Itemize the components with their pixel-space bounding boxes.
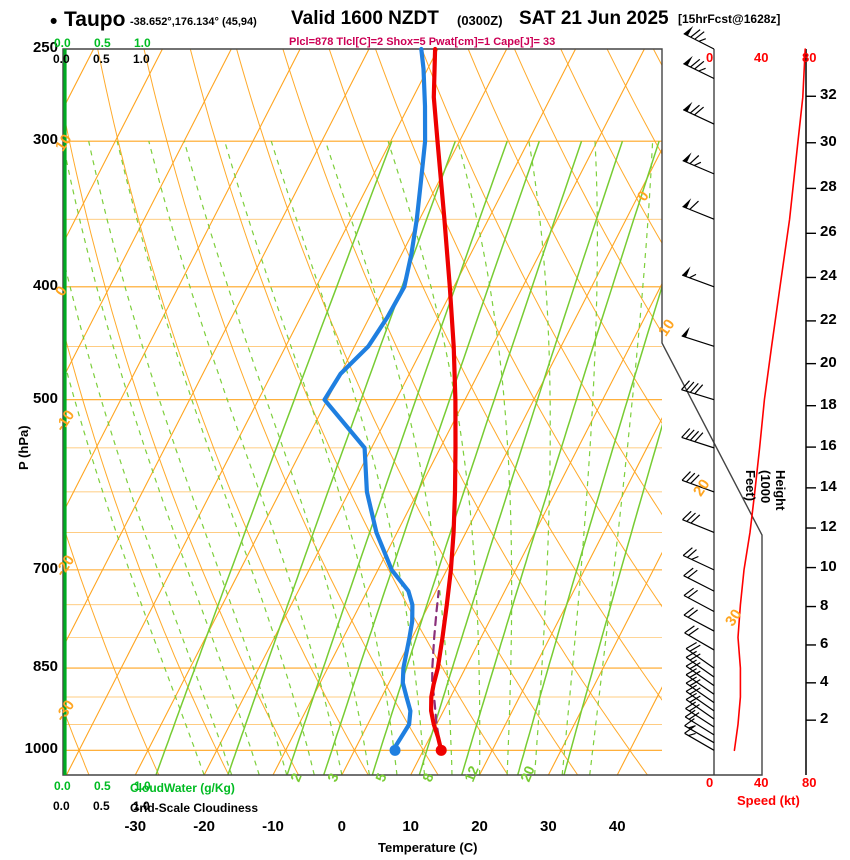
pressure-tick-1000: 1000: [24, 740, 58, 758]
cloudiness-tick-bottom-1: 0.5: [93, 799, 110, 813]
temperature-tick-40: 40: [608, 818, 626, 835]
cloudiness-tick-bottom-0: 0.0: [53, 799, 70, 813]
valid-time: Valid 1600 NZDT: [291, 8, 439, 29]
temperature-tick-0: 0: [337, 818, 347, 835]
height-tick-22: 22: [820, 310, 837, 328]
pressure-tick-300: 300: [32, 131, 58, 149]
height-tick-20: 20: [820, 353, 837, 371]
valid-date: SAT 21 Jun 2025: [519, 8, 669, 29]
cloudiness-legend-label: Grid-Scale Cloudiness: [130, 801, 259, 815]
mixing-ratio-label-12: 12: [461, 763, 482, 784]
height-tick-4: 4: [820, 672, 829, 690]
height-axis-title: Height (1000 Feet): [743, 470, 788, 511]
height-tick-16: 16: [820, 437, 837, 455]
cloudiness-tick-bottom-2: 1.0: [133, 799, 150, 813]
isotherm-label-right-20: 20: [690, 476, 714, 500]
height-tick-26: 26: [820, 223, 837, 241]
temperature-tick--10: -10: [262, 818, 284, 835]
mixing-ratio-label-20: 20: [516, 763, 538, 784]
station-coords: -38.652°,176.134° (45,94): [130, 16, 257, 28]
isotherm-label-left--30: -30: [52, 697, 79, 725]
cloudwater-tick-bottom-2: 1.0: [134, 779, 151, 793]
pressure-tick-700: 700: [32, 559, 58, 577]
temperature-tick--30: -30: [124, 818, 147, 835]
cloudiness-tick-top-1: 0.5: [93, 52, 110, 66]
cloudwater-tick-top-0: 0.0: [54, 36, 71, 50]
speed-tick-top-80: 80: [802, 50, 817, 65]
pressure-tick-400: 400: [32, 276, 58, 294]
cloudwater-legend-label: CloudWater (g/Kg): [130, 781, 235, 795]
height-tick-30: 30: [820, 132, 837, 150]
speed-tick-top-40: 40: [754, 50, 769, 65]
isotherm-label-right-10: 10: [655, 316, 679, 340]
isotherm-label-right-30: 30: [722, 606, 746, 630]
cloudwater-tick-bottom-1: 0.5: [94, 779, 111, 793]
speed-tick-bottom-80: 80: [802, 775, 817, 790]
mixing-ratio-label-3: 3: [323, 770, 342, 784]
speed-tick-top-0: 0: [706, 50, 714, 65]
temperature-tick-20: 20: [471, 818, 488, 835]
valid-utc: (0300Z): [457, 13, 503, 28]
speed-tick-bottom-40: 40: [754, 775, 769, 790]
pressure-tick-500: 500: [32, 389, 58, 407]
mixing-ratio-label-5: 5: [372, 770, 390, 784]
speed-tick-bottom-0: 0: [706, 775, 714, 790]
isotherm-label-left--10: -10: [52, 407, 79, 435]
pressure-axis-title: P (hPa): [16, 425, 31, 470]
mixing-ratio-label-2: 2: [287, 770, 306, 784]
height-tick-14: 14: [820, 477, 837, 495]
header: • Taupo -38.652°,176.134° (45,94) Valid …: [0, 8, 850, 38]
pressure-tick-250: 250: [32, 39, 58, 56]
height-tick-24: 24: [820, 267, 837, 285]
height-tick-8: 8: [820, 596, 829, 614]
station-marker: •: [50, 10, 58, 33]
height-tick-2: 2: [820, 710, 829, 728]
cloudwater-tick-top-1: 0.5: [94, 36, 111, 50]
height-tick-18: 18: [820, 395, 837, 413]
isotherm-label-left-0: 0: [52, 283, 71, 300]
height-tick-28: 28: [820, 178, 837, 196]
pressure-tick-850: 850: [32, 658, 58, 676]
cloudiness-tick-top-2: 1.0: [133, 52, 150, 66]
forecast-stamp: [15hrFcst@1628z]: [678, 12, 781, 26]
height-tick-32: 32: [820, 86, 837, 104]
stability-indices: Plcl=878 Tlcl[C]=2 Shox=5 Pwat[cm]=1 Cap…: [289, 36, 556, 48]
cloudwater-tick-top-2: 1.0: [134, 36, 151, 50]
temperature-tick-30: 30: [540, 818, 557, 835]
mixing-ratio-label-8: 8: [418, 770, 437, 784]
speed-axis-title: Speed (kt): [737, 793, 800, 808]
height-tick-12: 12: [820, 518, 837, 536]
cloudiness-tick-top-0: 0.0: [53, 52, 70, 66]
temperature-tick--20: -20: [193, 818, 215, 835]
height-tick-10: 10: [820, 557, 837, 575]
station-name: Taupo: [64, 8, 126, 31]
temperature-axis-title: Temperature (C): [378, 840, 478, 855]
height-tick-6: 6: [820, 634, 829, 652]
isotherm-label-right-0: 0: [634, 188, 653, 205]
temperature-tick-10: 10: [402, 818, 420, 835]
cloudwater-tick-bottom-0: 0.0: [54, 779, 71, 793]
